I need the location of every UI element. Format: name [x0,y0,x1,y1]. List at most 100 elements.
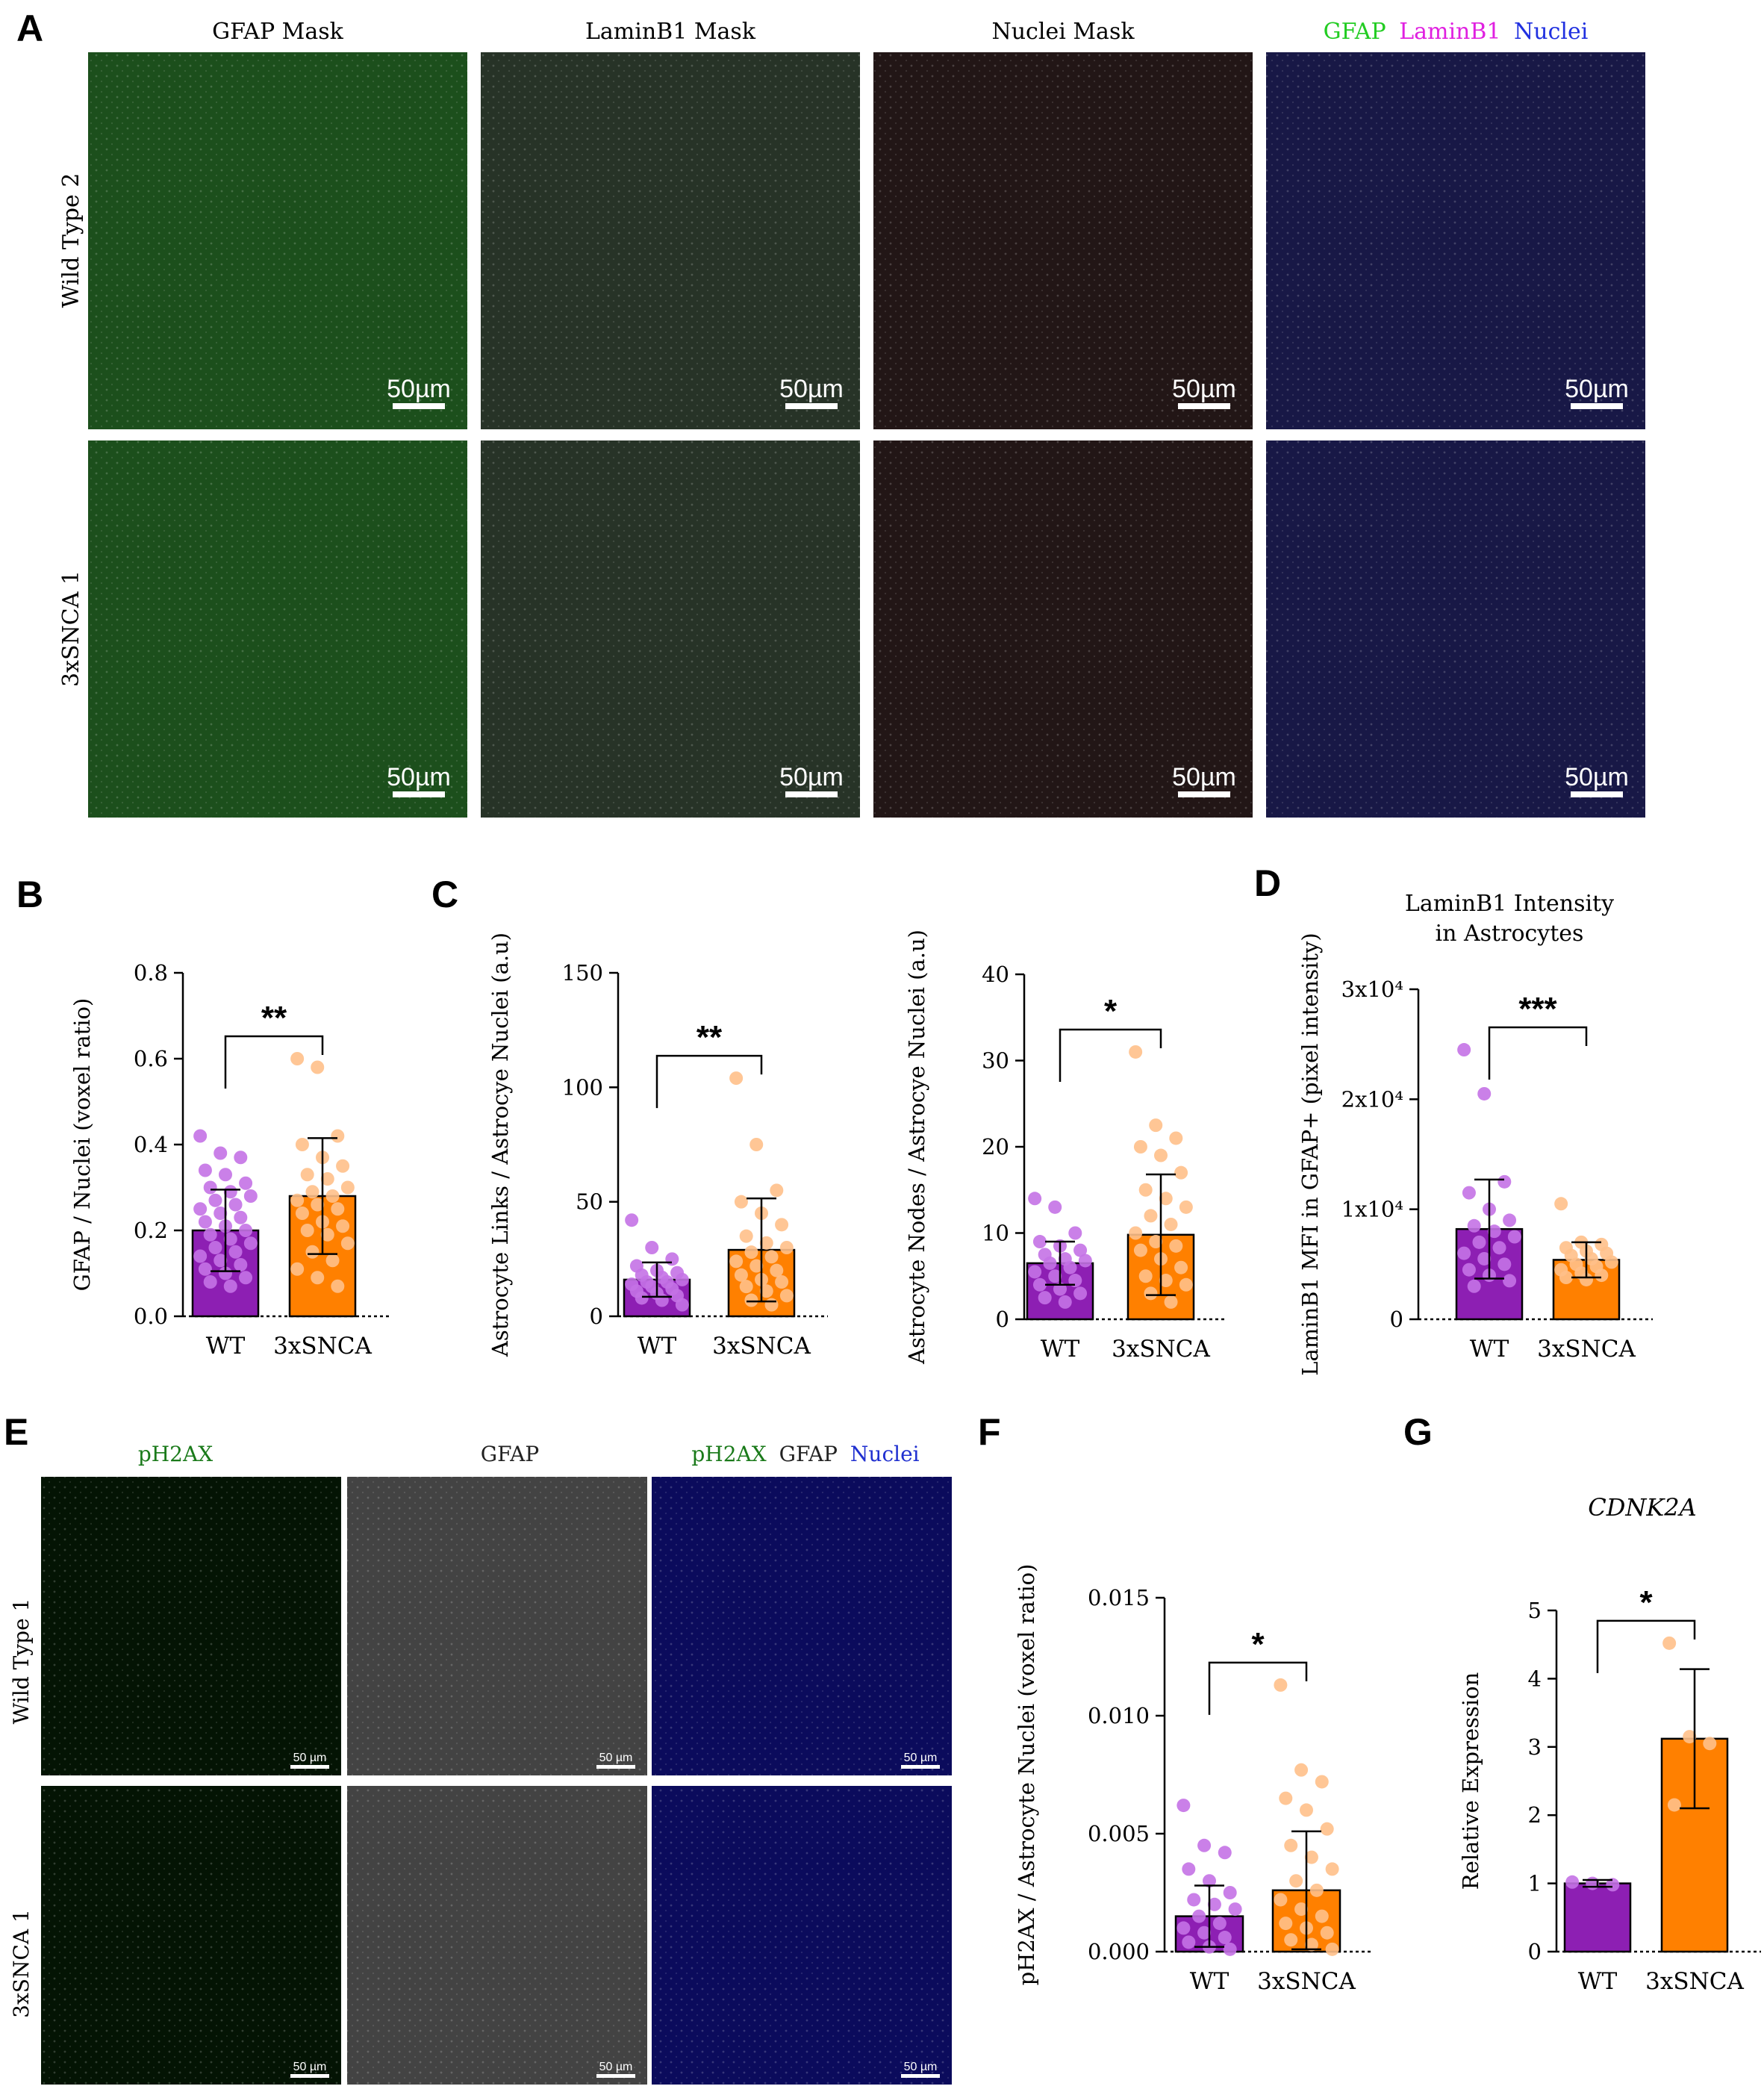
data-point [1192,1909,1206,1923]
micrograph-texture [1266,440,1645,818]
data-point [749,1259,764,1273]
panel-e-col-title-merge: pH2AX GFAP Nuclei [691,1442,919,1466]
scale-bar [901,1765,940,1769]
data-point [223,1185,237,1199]
data-point [1304,1850,1318,1864]
data-point [1503,1274,1517,1288]
scale-bar-label: 50µm [779,763,844,791]
x-tick-label: WT [1470,1336,1509,1363]
merge-title-nuclei: Nuclei [1514,19,1588,45]
y-tick-label: 4 [1528,1666,1542,1691]
data-point [779,1241,794,1254]
data-point [759,1284,773,1298]
chart-c1: 0 50 100 150 Astrocyte Links / Astrocye Nucl… [487,933,828,1360]
merge-title-gfap: GFAP [1324,19,1386,45]
y-tick-label: 0 [1390,1307,1403,1332]
data-point [1169,1239,1183,1253]
data-point [219,1168,232,1182]
data-point [1144,1209,1158,1223]
x-tick-label: 3xSNCA [1537,1336,1636,1363]
data-point [193,1129,208,1143]
data-point [193,1249,208,1263]
data-point [1274,1893,1288,1907]
data-point [234,1258,248,1271]
data-point [1138,1183,1153,1197]
x-tick-label: WT [638,1333,677,1360]
data-point [320,1227,334,1242]
scale-bar [785,791,838,797]
data-point [311,1198,325,1212]
panel-letter-d: D [1254,862,1281,904]
data-point [198,1262,212,1276]
data-point [734,1268,748,1282]
data-point [734,1195,748,1209]
data-point [645,1241,659,1254]
scale-bar [785,403,838,409]
data-point [239,1224,253,1237]
panel-letter-b: B [16,874,43,915]
micrograph-texture [41,1786,341,2085]
e-title-ph2ax: pH2AX [138,1442,213,1466]
y-tick-label: 0.0 [134,1304,168,1329]
bar-wt [1563,1882,1632,1953]
scale-bar [1178,403,1230,409]
y-tick-label: 0 [590,1304,603,1329]
data-point [1309,1883,1324,1897]
data-point [770,1183,784,1198]
data-point [1182,1935,1196,1949]
x-tick-label: WT [206,1333,246,1360]
scale-bar-label: 50 µm [599,2061,633,2073]
data-point [1667,1798,1681,1812]
data-point [295,1207,309,1220]
micrograph-texture [652,1477,952,1775]
data-point [739,1229,753,1243]
data-point [331,1129,345,1143]
data-point [290,1193,305,1207]
data-point [234,1210,248,1224]
data-point [1294,1902,1309,1917]
y-tick-label: 0 [1528,1939,1542,1964]
scale-bar-label: 50µm [779,375,844,403]
scale-bar-label: 50µm [387,375,451,403]
panel-e-row-label-sn: 3xSNCA 1 [9,1909,34,2018]
data-point [325,1254,340,1268]
scale-bar-label: 50 µm [293,2061,327,2073]
data-point [295,1138,309,1151]
data-point [1218,1846,1232,1860]
data-point [1078,1254,1092,1268]
data-point [300,1168,314,1182]
scale-bar-label: 50µm [1565,375,1629,403]
e-title-gfap: GFAP [481,1442,539,1466]
data-point [749,1138,764,1151]
data-point [325,1189,340,1203]
data-point [1182,1862,1196,1876]
data-point [779,1289,794,1303]
data-point [1284,1838,1298,1852]
chart-d-title-line2: in Astrocytes [1436,921,1584,947]
scale-bar-label: 50 µm [293,1752,327,1764]
data-point [243,1236,258,1251]
data-point [1315,1909,1329,1923]
e-title-merge-gfap: GFAP [779,1442,838,1466]
scale-bar-label: 50µm [387,763,451,791]
x-tick-label: 3xSNCA [1257,1968,1356,1995]
scale-bar [290,1765,329,1769]
data-point [1133,1140,1147,1154]
data-point [198,1163,212,1177]
data-point [1565,1875,1580,1889]
data-point [1164,1217,1178,1231]
data-point [625,1213,639,1227]
data-point [1497,1257,1512,1271]
data-point [1048,1269,1062,1283]
data-point [228,1245,243,1259]
data-point [1284,1933,1298,1947]
y-tick-label: 30 [982,1048,1009,1074]
data-point [759,1236,773,1250]
data-point [1279,1917,1293,1931]
data-point [1703,1737,1717,1751]
data-point [1554,1197,1568,1211]
data-point [1187,1893,1201,1907]
data-point [775,1218,789,1232]
panel-e-col-title-gfap: GFAP [481,1442,539,1466]
significance-bracket [1488,1026,1588,1080]
